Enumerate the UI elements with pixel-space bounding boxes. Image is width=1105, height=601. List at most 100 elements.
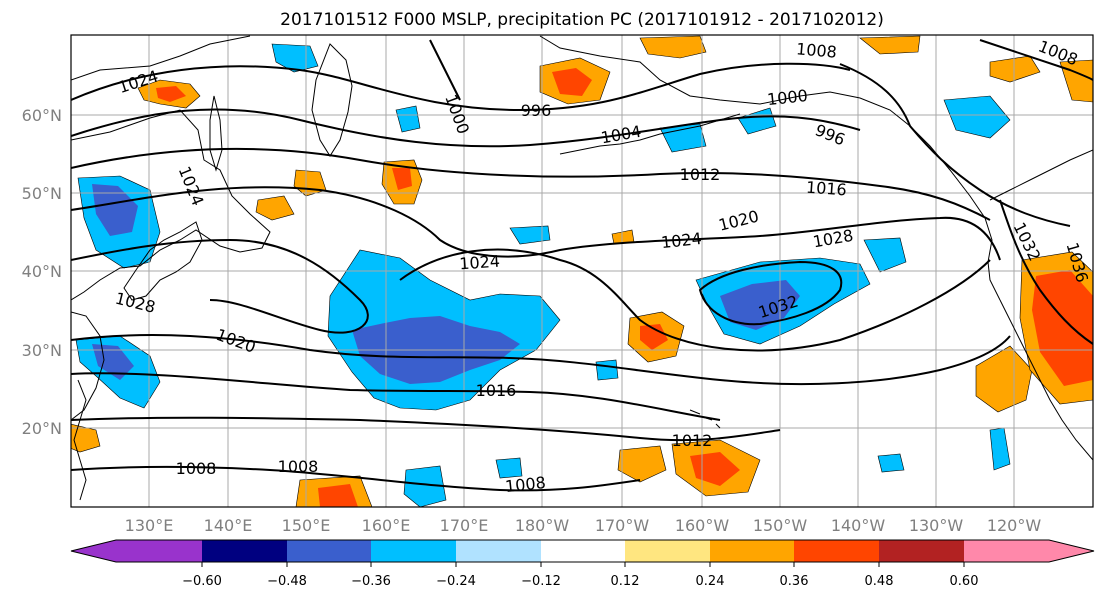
lat-label: 40°N xyxy=(22,262,62,281)
precip-blob-negative xyxy=(595,359,619,381)
coastlines xyxy=(71,35,1093,501)
colorbar-cell xyxy=(625,540,710,562)
isobar xyxy=(429,39,461,101)
isobar xyxy=(399,248,991,352)
isobar-label: 1024 xyxy=(459,252,501,274)
isobar-label: 1016 xyxy=(476,381,517,400)
coastline-china xyxy=(71,311,105,421)
colorbar-ticks xyxy=(201,562,965,567)
lon-label: 150°W xyxy=(753,516,808,535)
isobar-label: 996 xyxy=(521,101,552,120)
precip-blob-positive xyxy=(552,68,592,96)
precip-blob-positive xyxy=(156,86,186,102)
lon-label: 130°W xyxy=(909,516,964,535)
coastline-philippines xyxy=(73,379,87,501)
lat-label: 60°N xyxy=(22,106,62,125)
coastline-na-west xyxy=(999,299,1093,461)
precip-blob-positive xyxy=(859,35,921,55)
isobar-label: 1000 xyxy=(766,86,808,109)
isobars xyxy=(71,39,1093,492)
colorbar-cell xyxy=(456,540,541,562)
precip-blob-negative xyxy=(877,453,905,473)
colorbar-tick-label: −0.60 xyxy=(182,574,222,589)
precip-blob-positive xyxy=(617,445,667,483)
precip-blob-positive xyxy=(71,423,101,453)
isobar xyxy=(71,147,991,221)
precip-blob-negative xyxy=(863,237,907,273)
isobar-label: 1008 xyxy=(176,459,217,478)
colorbar-outline xyxy=(70,539,1095,563)
colorbar-tick-label: 0.36 xyxy=(780,574,809,589)
isobar xyxy=(71,334,1011,386)
isobar-label: 1008 xyxy=(278,457,319,476)
isobar-label: 1012 xyxy=(680,165,721,184)
lon-label: 120°W xyxy=(987,516,1042,535)
colorbar-tick-label: −0.48 xyxy=(267,574,307,589)
precip-blob-positive xyxy=(640,324,668,350)
precip-blob-positive xyxy=(1059,59,1093,103)
precip-blob-negative xyxy=(403,465,447,507)
precip-blob-negative xyxy=(509,225,551,245)
isobar xyxy=(999,199,1093,345)
lon-label: 170°E xyxy=(440,516,489,535)
isobar xyxy=(71,466,641,492)
lat-label: 20°N xyxy=(22,419,62,438)
map-content: 1024 1008 1008 996 1000 1000 1004 996 10… xyxy=(71,35,1093,507)
colorbar-cell xyxy=(541,540,625,562)
colorbar-tick-label: −0.12 xyxy=(521,574,561,589)
lat-label: 50°N xyxy=(22,184,62,203)
chart-title: 2017101512 F000 MSLP, precipitation PC (… xyxy=(280,10,884,30)
lon-label: 140°W xyxy=(831,516,886,535)
coastline-japan xyxy=(123,221,203,301)
isobar-label: 1008 xyxy=(795,39,837,61)
coastline-asia xyxy=(71,35,271,301)
colorbar-cell xyxy=(964,540,1094,562)
precip-blob-positive xyxy=(255,195,295,221)
coastline-alaska xyxy=(539,35,1001,301)
isobar xyxy=(71,108,861,148)
colorbar-cell xyxy=(710,540,794,562)
coastline-sakhalin xyxy=(209,95,223,172)
precip-blob-positive xyxy=(989,55,1041,83)
isobar xyxy=(979,39,1093,81)
precip-blob-negative xyxy=(943,95,1011,139)
lon-label: 170°W xyxy=(595,516,650,535)
coastline-aleutians xyxy=(559,113,741,155)
lon-label: 160°E xyxy=(362,516,411,535)
isobar xyxy=(71,62,851,112)
colorbar-cell xyxy=(794,540,879,562)
isobar-label: 1024 xyxy=(660,229,702,252)
isobar xyxy=(71,416,781,442)
colorbar-tick-label: 0.24 xyxy=(696,574,725,589)
colorbar-cell xyxy=(71,540,202,562)
colorbar-tick-label: 0.48 xyxy=(865,574,894,589)
lon-label: 150°E xyxy=(282,516,331,535)
precip-blob-positive xyxy=(975,345,1033,413)
precip-blob-negative xyxy=(395,105,421,133)
coastline-kamchatka xyxy=(311,43,353,157)
isobar xyxy=(839,63,1071,227)
precip-blob-positive xyxy=(318,484,358,507)
lon-label: 130°E xyxy=(125,516,174,535)
colorbar-tick-label: −0.24 xyxy=(436,574,476,589)
longitude-labels: 130°E 140°E 150°E 160°E 170°E 180°W 170°… xyxy=(125,516,1042,535)
colorbar-cell xyxy=(202,540,287,562)
lat-label: 30°N xyxy=(22,341,62,360)
lon-label: 140°E xyxy=(204,516,253,535)
colorbar-cell xyxy=(371,540,456,562)
isobar xyxy=(71,238,369,334)
colorbar-tick-labels: −0.60 −0.48 −0.36 −0.24 −0.12 0.12 0.24 … xyxy=(182,574,978,589)
isobar-label: 1016 xyxy=(805,178,847,200)
isobar-label: 1008 xyxy=(504,473,546,496)
precip-blob-negative xyxy=(92,184,138,236)
colorbar-cell xyxy=(287,540,371,562)
precip-blob-negative xyxy=(989,427,1011,471)
lon-label: 180°W xyxy=(515,516,570,535)
colorbar-tick-label: −0.36 xyxy=(351,574,391,589)
isobar xyxy=(71,186,1001,261)
colorbar-tick-label: 0.12 xyxy=(611,574,640,589)
map-frame xyxy=(70,34,1094,508)
precip-blob-positive xyxy=(639,35,707,59)
colorbar-tick-label: 0.60 xyxy=(950,574,979,589)
